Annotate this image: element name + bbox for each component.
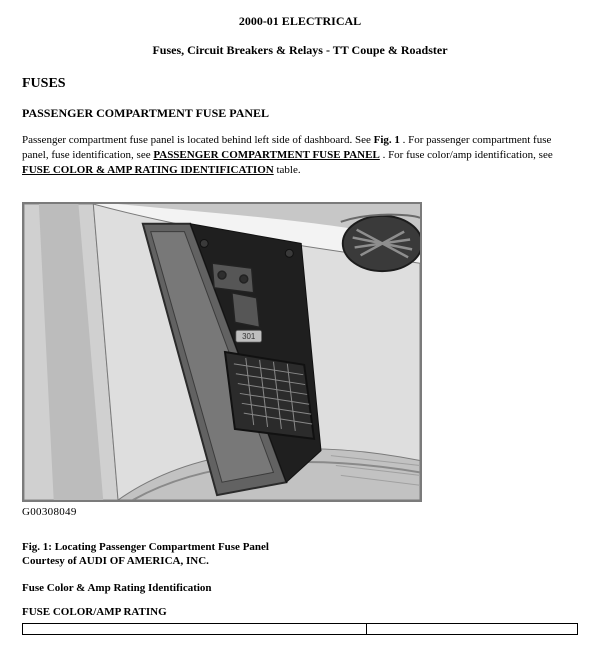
figure-caption: Fig. 1: Locating Passenger Compartment F… [22,540,578,569]
figure-container: 301 [22,202,578,518]
table-cell [367,624,578,635]
caption-line-2: Courtesy of AUDI OF AMERICA, INC. [22,555,209,567]
body-paragraph: Passenger compartment fuse panel is loca… [22,133,578,178]
doc-subtitle: Fuses, Circuit Breakers & Relays - TT Co… [22,43,578,58]
para-text-1: Passenger compartment fuse panel is loca… [22,134,374,146]
section-title-fuses: FUSES [22,76,578,92]
sub-caption: Fuse Color & Amp Rating Identification [22,582,578,594]
subsection-title: PASSENGER COMPARTMENT FUSE PANEL [22,106,578,121]
table-title: FUSE COLOR/AMP RATING [22,606,578,618]
doc-year-title: 2000-01 ELECTRICAL [22,14,578,29]
figure-id: G00308049 [22,506,578,518]
para-text-4: table. [276,164,300,176]
caption-line-1: Fig. 1: Locating Passenger Compartment F… [22,541,269,553]
fuse-rating-table [22,623,578,635]
fig-reference: Fig. 1 [374,134,400,146]
table-cell [23,624,367,635]
link-fuse-panel[interactable]: PASSENGER COMPARTMENT FUSE PANEL [153,149,379,161]
para-text-3: . For fuse color/amp identification, see [383,149,553,161]
figure-label-301: 301 [242,332,255,341]
table-row [23,624,578,635]
figure-illustration: 301 [22,202,422,502]
link-color-amp[interactable]: FUSE COLOR & AMP RATING IDENTIFICATION [22,164,274,176]
